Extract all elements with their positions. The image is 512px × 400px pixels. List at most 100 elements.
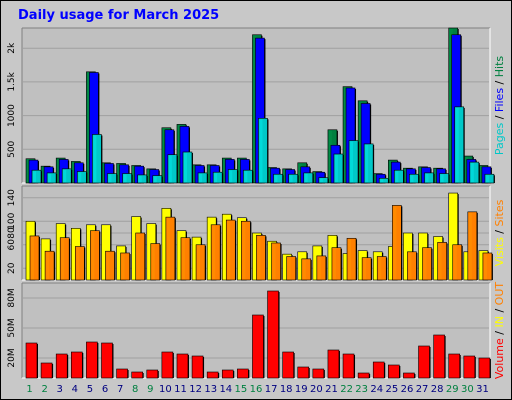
bar-highlight (468, 212, 472, 279)
bar-highlight (422, 168, 426, 182)
bar-highlight (479, 166, 483, 182)
bar-highlight (319, 178, 323, 182)
bar-pages-day-16 (258, 118, 268, 184)
bar-sites-day-3 (59, 237, 70, 281)
bar-highlight (165, 130, 169, 182)
bar-highlight (423, 248, 427, 279)
bar-sites-day-29 (452, 244, 463, 281)
day-label-15: 15 (235, 384, 248, 395)
bar-highlight (268, 168, 272, 182)
bar-sites-day-31 (482, 252, 493, 281)
side-label-part: Volume (493, 338, 506, 379)
bar-highlight (147, 169, 151, 182)
bar-volume-day-28 (433, 334, 445, 379)
bar-highlight (259, 119, 263, 182)
bar-sites-day-26 (407, 251, 417, 281)
bar-highlight (479, 359, 485, 377)
day-label-28: 28 (431, 384, 444, 395)
bar-highlight (197, 245, 201, 279)
bar-highlight (328, 351, 334, 377)
day-label-21: 21 (325, 384, 338, 395)
bar-sites-day-4 (74, 246, 85, 281)
side-label-part: Visits (493, 237, 506, 266)
bar-highlight (166, 218, 170, 279)
day-label-12: 12 (189, 384, 202, 395)
bar-highlight (180, 127, 184, 182)
side-label-part: / (493, 305, 506, 316)
bar-sites-day-13 (210, 224, 221, 281)
bar-pages-day-29 (454, 106, 465, 184)
bar-highlight (377, 175, 381, 182)
bar-highlight (274, 175, 278, 182)
bar-volume-day-5 (86, 341, 98, 379)
bar-highlight (419, 167, 423, 182)
bar-highlight (289, 175, 293, 182)
bar-highlight (102, 344, 108, 377)
bar-volume-day-3 (55, 353, 68, 379)
bar-highlight (359, 101, 363, 182)
bar-highlight (208, 218, 212, 279)
bar-highlight (223, 215, 227, 279)
bar-highlight (419, 234, 423, 279)
bar-volume-day-15 (237, 368, 249, 379)
y-tick-label: 2k (7, 42, 17, 54)
bar-highlight (419, 347, 425, 377)
bar-sites-day-17 (271, 242, 281, 281)
bar-highlight (57, 224, 61, 279)
bar-highlight (271, 169, 275, 182)
bar-highlight (434, 336, 440, 377)
bar-sites-day-2 (44, 250, 55, 281)
bar-highlight (27, 344, 32, 377)
bar-pages-day-20 (318, 177, 329, 184)
bar-highlight (374, 252, 378, 279)
bar-sites-day-1 (29, 235, 40, 281)
bar-sites-day-15 (241, 220, 251, 281)
bar-volume-day-8 (131, 371, 143, 379)
bar-highlight (211, 166, 215, 182)
bar-highlight (425, 173, 429, 182)
day-label-25: 25 (386, 384, 399, 395)
side-label-part: IN (493, 316, 506, 327)
chart-title: Daily usage for March 2025 (18, 8, 220, 23)
bar-highlight (42, 239, 46, 279)
bar-volume-day-20 (312, 368, 325, 379)
bar-highlight (214, 173, 218, 182)
bar-sites-day-30 (467, 211, 478, 281)
bar-highlight (117, 164, 121, 182)
bar-highlight (244, 171, 248, 182)
day-label-16: 16 (250, 384, 263, 395)
bar-highlight (485, 175, 489, 182)
bar-highlight (359, 251, 363, 279)
bar-highlight (452, 35, 456, 182)
bar-highlight (238, 159, 242, 182)
day-label-30: 30 (461, 384, 474, 395)
bar-highlight (438, 243, 442, 279)
bar-sites-day-22 (346, 237, 357, 281)
bar-highlight (45, 167, 49, 182)
bar-highlight (132, 217, 136, 279)
bar-highlight (328, 236, 332, 279)
bar-highlight (302, 259, 306, 279)
bar-sites-day-7 (120, 252, 130, 281)
bar-highlight (132, 166, 136, 182)
side-label-part: / (493, 77, 506, 88)
bar-volume-day-31 (478, 357, 491, 379)
bar-highlight (392, 163, 396, 182)
day-label-2: 2 (41, 384, 47, 395)
bar-highlight (91, 231, 95, 279)
bar-pages-day-6 (107, 173, 117, 184)
bar-volume-day-30 (463, 355, 476, 379)
bar-highlight (407, 169, 411, 182)
bar-volume-day-25 (388, 364, 400, 379)
bar-highlight (42, 167, 46, 182)
bar-highlight (136, 234, 140, 279)
bar-highlight (347, 88, 351, 182)
day-label-19: 19 (295, 384, 308, 395)
bar-pages-day-8 (137, 174, 147, 184)
bar-highlight (147, 224, 151, 279)
bar-highlight (238, 218, 242, 279)
bar-highlight (359, 374, 365, 377)
side-label-part: Pages (493, 123, 506, 156)
bar-sites-day-6 (105, 250, 115, 281)
bar-highlight (404, 169, 408, 182)
